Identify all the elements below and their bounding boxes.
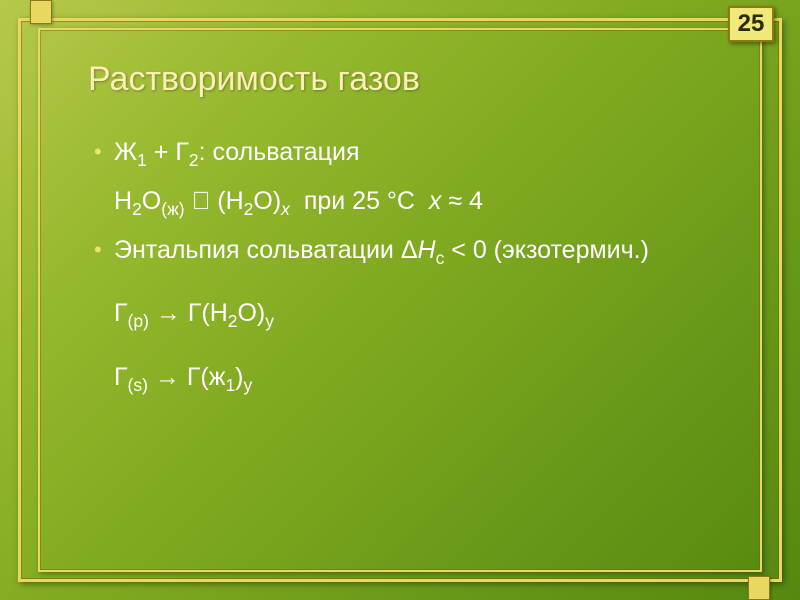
list-item-text: Ж1 + Г2: сольватация (114, 133, 730, 174)
page-number: 25 (738, 10, 765, 38)
bullet-icon (94, 182, 114, 223)
corner-ornament-bottom (748, 576, 770, 600)
page-number-badge: 25 (728, 6, 774, 42)
list-item-text: Г(s) → Г(ж1)y (114, 358, 730, 399)
slide: 25 Растворимость газов •Ж1 + Г2: сольват… (0, 0, 800, 600)
list-item-text: H2O(ж) ⃞ (H2O)x при 25 °C x ≈ 4 (114, 182, 730, 223)
list-item-text: Г(р) → Г(H2O)y (114, 294, 730, 335)
list-item: Г(р) → Г(H2O)y (94, 294, 730, 335)
bullet-icon: • (94, 231, 114, 272)
list-item: •Энтальпия сольватации ΔHс < 0 (экзотерм… (94, 231, 730, 272)
bullet-icon: • (94, 133, 114, 174)
bullet-icon (94, 358, 114, 399)
corner-ornament-top (30, 0, 52, 24)
bullet-icon (94, 294, 114, 335)
list-item: •Ж1 + Г2: сольватация (94, 133, 730, 174)
slide-title: Растворимость газов (70, 60, 730, 99)
list-item-text: Энтальпия сольватации ΔHс < 0 (экзотерми… (114, 231, 730, 272)
spacer (94, 280, 730, 294)
list-item: Г(s) → Г(ж1)y (94, 358, 730, 399)
spacer (94, 344, 730, 358)
slide-content: Растворимость газов •Ж1 + Г2: сольватаци… (70, 60, 730, 550)
list-item: H2O(ж) ⃞ (H2O)x при 25 °C x ≈ 4 (94, 182, 730, 223)
bullet-list: •Ж1 + Г2: сольватацияH2O(ж) ⃞ (H2O)x при… (70, 133, 730, 399)
